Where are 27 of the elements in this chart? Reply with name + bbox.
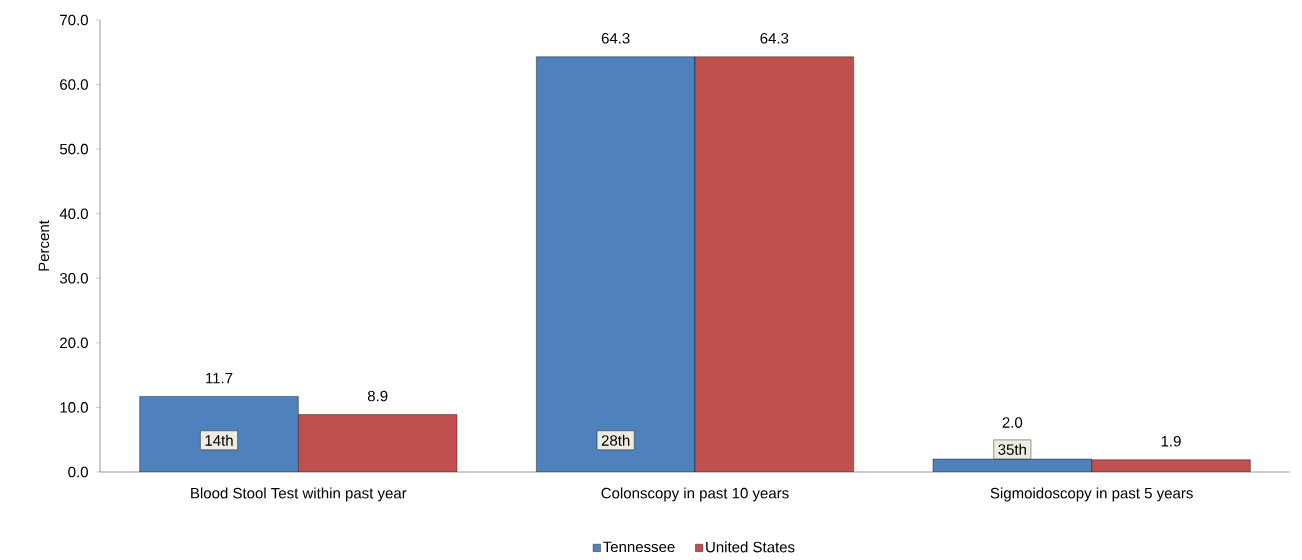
annotation: 35th xyxy=(998,443,1026,455)
y-tick-label: 30.0 xyxy=(59,272,88,284)
data-label: 64.3 xyxy=(601,32,630,44)
legend-label: Tennessee xyxy=(603,541,675,553)
y-tick-label: 10.0 xyxy=(60,402,88,413)
x-tick-label: Sigmoidoscopy in past 5 years xyxy=(990,487,1193,502)
data-label: 2.0 xyxy=(1002,417,1023,428)
legend-label: United States xyxy=(706,541,795,553)
data-label: 11.7 xyxy=(206,372,233,384)
bar xyxy=(536,56,695,472)
x-tick-label: Blood Stool Test within past year xyxy=(191,487,407,502)
y-tick-label: 0.0 xyxy=(68,466,88,478)
bar xyxy=(695,56,854,472)
data-label: 1.9 xyxy=(1161,435,1181,447)
y-tick-label: 60.0 xyxy=(60,79,88,90)
annotation: 28th xyxy=(601,434,630,446)
y-tick-label: 50.0 xyxy=(59,143,88,155)
annotation: 14th xyxy=(205,434,233,446)
bar xyxy=(298,414,457,472)
y-tick-label: 40.0 xyxy=(59,208,88,220)
y-axis-title: Percent xyxy=(38,220,50,271)
y-tick-label: 20.0 xyxy=(60,337,88,349)
x-tick-label: Colonscopy in past 10 years xyxy=(601,487,789,502)
data-label: 8.9 xyxy=(367,390,388,402)
bar xyxy=(139,396,299,472)
data-label: 64.3 xyxy=(760,32,789,44)
y-tick-label: 70.0 xyxy=(60,14,88,26)
